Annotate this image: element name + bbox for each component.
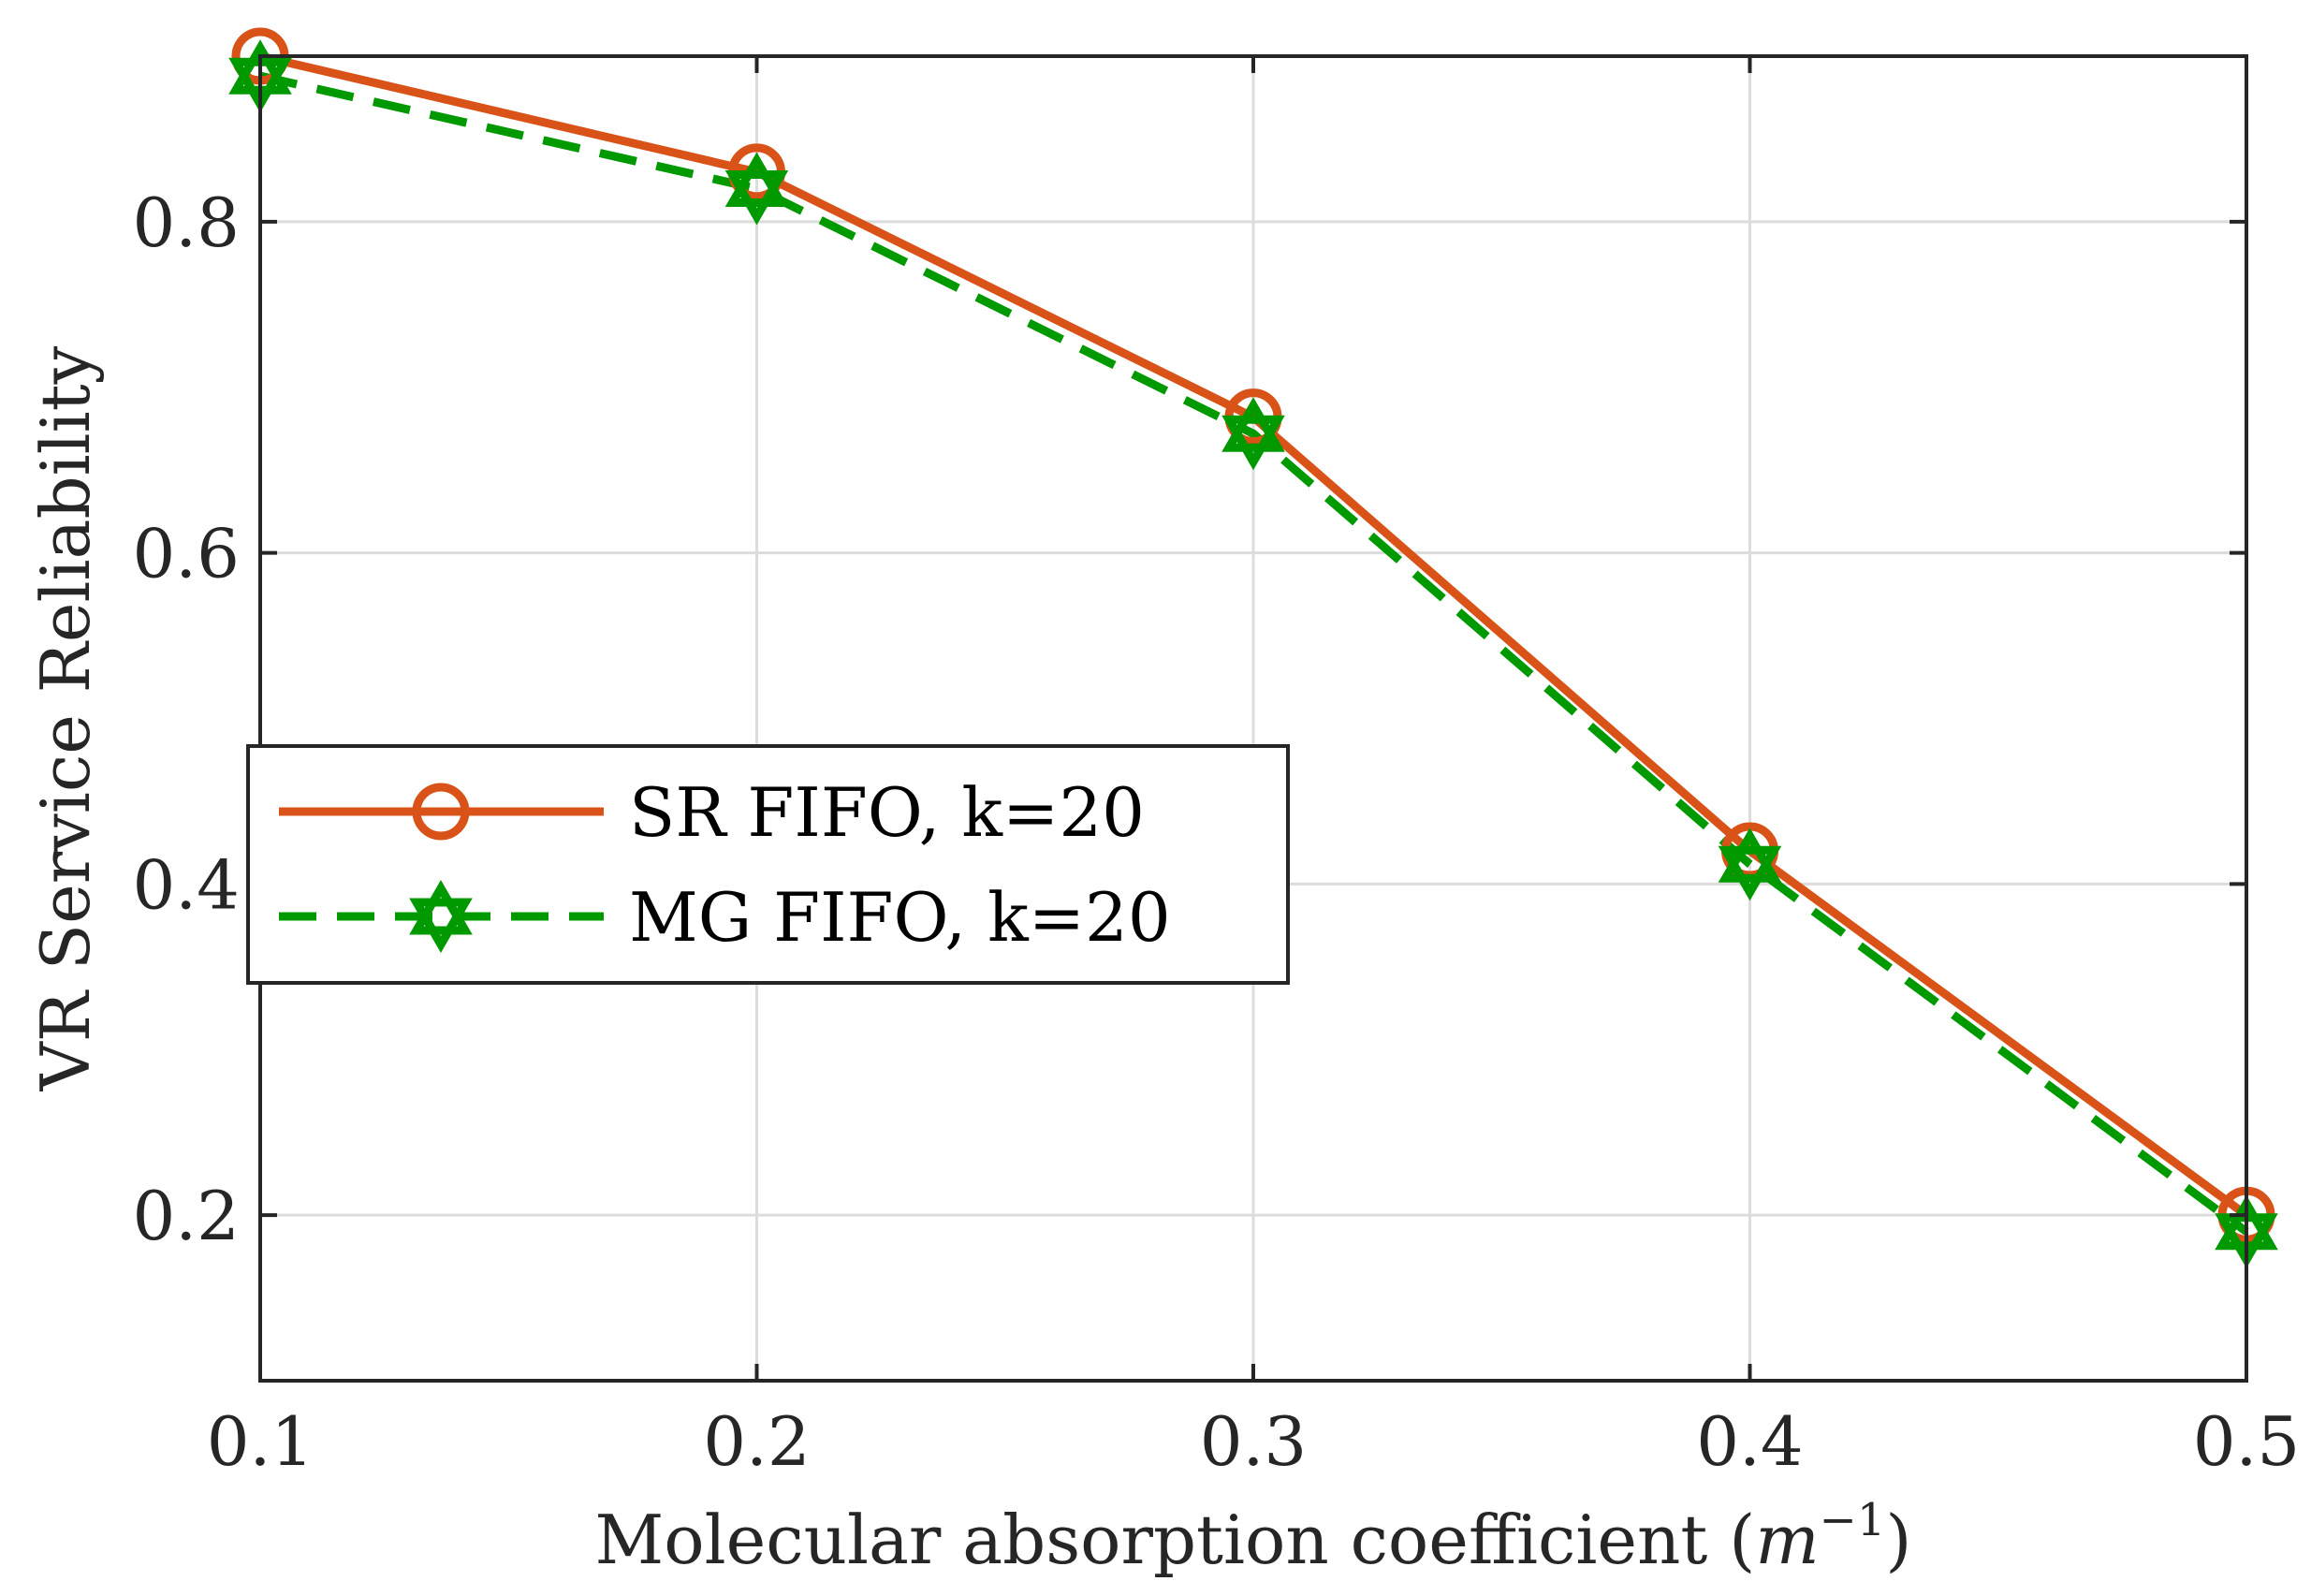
y-tick-label-0: 0.2 bbox=[132, 1177, 240, 1255]
legend-label-1: MG FIFO, k=20 bbox=[629, 878, 1171, 957]
x-tick-label-2: 0.3 bbox=[1200, 1402, 1308, 1481]
series-1-point-1 bbox=[724, 152, 789, 226]
legend-marker-1-up bbox=[409, 880, 473, 935]
x-axis-unit-exponent: −1 bbox=[1820, 1494, 1886, 1546]
y-tick-label-1: 0.4 bbox=[132, 845, 240, 924]
y-tick-label-3: 0.8 bbox=[132, 183, 240, 262]
legend-marker-0 bbox=[412, 783, 470, 841]
y-tick-label-2: 0.6 bbox=[132, 515, 240, 593]
series-1-point-2 bbox=[1221, 397, 1285, 471]
legend-marker-1-down bbox=[409, 898, 473, 953]
series-1-point-1-up bbox=[724, 152, 789, 207]
legend-marker-1 bbox=[409, 880, 473, 953]
series-1-point-3-down bbox=[1718, 845, 1782, 901]
series-1-point-3 bbox=[1718, 827, 1782, 901]
legend-box bbox=[246, 744, 1290, 985]
x-tick-label-3: 0.4 bbox=[1696, 1402, 1804, 1481]
y-axis-label: VR Service Reliability bbox=[26, 345, 105, 1091]
series-1-point-3-up bbox=[1718, 827, 1782, 883]
series-1-point-2-down bbox=[1221, 415, 1285, 471]
ticks bbox=[258, 56, 2248, 1381]
series-line-1 bbox=[259, 71, 2249, 1236]
legend: SR FIFO, k=20 MG FIFO, k=20 bbox=[246, 744, 1290, 985]
series-1-point-1-down bbox=[724, 170, 789, 226]
x-axis-label-text: Molecular absorption coefficient bbox=[595, 1501, 1708, 1579]
x-tick-label-4: 0.5 bbox=[2193, 1402, 2301, 1481]
x-axis-unit: m bbox=[1755, 1501, 1819, 1579]
tick-labels: 0.1 0.2 0.3 0.4 0.5 0.2 0.4 0.6 0.8 bbox=[132, 183, 2300, 1481]
x-axis-label: Molecular absorption coefficient (m−1) bbox=[595, 1494, 1912, 1579]
legend-entries: SR FIFO, k=20 MG FIFO, k=20 bbox=[279, 773, 1171, 957]
series-1-point-2-up bbox=[1221, 397, 1285, 452]
x-tick-label-1: 0.2 bbox=[703, 1402, 811, 1481]
grid bbox=[258, 56, 2248, 1381]
legend-label-0: SR FIFO, k=20 bbox=[629, 773, 1145, 852]
x-tick-label-0: 0.1 bbox=[207, 1402, 314, 1481]
